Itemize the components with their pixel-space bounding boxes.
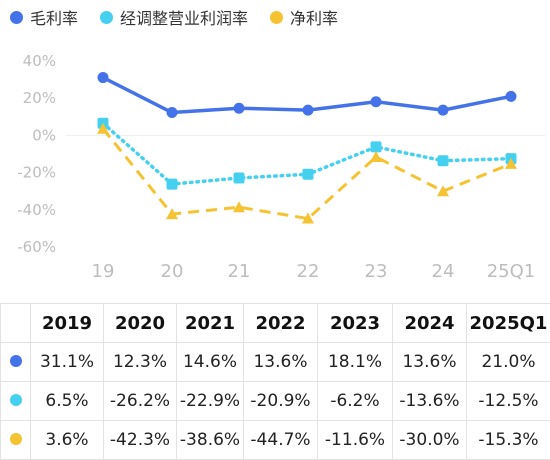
row-marker-cell bbox=[1, 382, 31, 421]
table-header-cell: 2021 bbox=[177, 304, 244, 343]
legend-dot-icon bbox=[270, 11, 283, 24]
legend-item[interactable]: 经调整营业利润率 bbox=[100, 5, 248, 29]
table-cell: 3.6% bbox=[31, 421, 104, 460]
legend-item[interactable]: 净利率 bbox=[270, 5, 338, 29]
line-chart: 40% 20% 0% -20% -40% -60% 19 20 21 22 23 24 25Q1 bbox=[0, 34, 550, 296]
table-cell: -30.0% bbox=[393, 421, 467, 460]
y-tick-label: -60% bbox=[17, 238, 56, 256]
table-cell: 12.3% bbox=[104, 343, 177, 382]
x-tick-label: 21 bbox=[228, 261, 251, 282]
table-cell: 14.6% bbox=[177, 343, 244, 382]
row-marker-cell bbox=[1, 343, 31, 382]
data-point bbox=[371, 96, 382, 107]
legend-label: 经调整营业利润率 bbox=[120, 5, 248, 29]
x-tick-label: 19 bbox=[92, 261, 115, 282]
y-tick-label: -20% bbox=[17, 164, 56, 182]
table-cell: -11.6% bbox=[318, 421, 393, 460]
table-cell: -20.9% bbox=[244, 382, 318, 421]
data-point bbox=[303, 169, 314, 180]
row-marker-cell bbox=[1, 421, 31, 460]
table-cell: -13.6% bbox=[393, 382, 467, 421]
table-cell: -22.9% bbox=[177, 382, 244, 421]
table-header-cell: 2024 bbox=[393, 304, 467, 343]
table-header-cell: 2023 bbox=[318, 304, 393, 343]
legend-dot-icon bbox=[10, 11, 23, 24]
y-tick-label: 0% bbox=[32, 126, 56, 144]
data-point bbox=[370, 151, 382, 162]
table-cell: -6.2% bbox=[318, 382, 393, 421]
table-cell: -44.7% bbox=[244, 421, 318, 460]
data-point bbox=[234, 103, 245, 114]
table-cell: -12.5% bbox=[467, 382, 550, 421]
legend-item[interactable]: 毛利率 bbox=[10, 5, 78, 29]
data-point bbox=[371, 141, 382, 152]
table-cell: -26.2% bbox=[104, 382, 177, 421]
x-tick-label: 22 bbox=[297, 261, 320, 282]
table-row: 6.5%-26.2%-22.9%-20.9%-6.2%-13.6%-12.5% bbox=[1, 382, 550, 421]
table-header-cell: 2019 bbox=[31, 304, 104, 343]
series-dot-icon bbox=[10, 394, 22, 406]
table-header-cell: 2022 bbox=[244, 304, 318, 343]
table-cell: -15.3% bbox=[467, 421, 550, 460]
y-tick-label: -40% bbox=[17, 201, 56, 219]
table-row: 31.1%12.3%14.6%13.6%18.1%13.6%21.0% bbox=[1, 343, 550, 382]
table-cell: 6.5% bbox=[31, 382, 104, 421]
series-dot-icon bbox=[10, 355, 22, 367]
table-cell: 31.1% bbox=[31, 343, 104, 382]
table-body: 31.1%12.3%14.6%13.6%18.1%13.6%21.0%6.5%-… bbox=[1, 343, 550, 460]
chart-legend: 毛利率 经调整营业利润率 净利率 bbox=[0, 0, 550, 34]
data-point bbox=[438, 155, 449, 166]
table-cell: 13.6% bbox=[393, 343, 467, 382]
x-tick-label: 25Q1 bbox=[487, 261, 536, 282]
table-row: 3.6%-42.3%-38.6%-44.7%-11.6%-30.0%-15.3% bbox=[1, 421, 550, 460]
table-cell: 18.1% bbox=[318, 343, 393, 382]
x-tick-label: 23 bbox=[365, 261, 388, 282]
data-point bbox=[167, 107, 178, 118]
table-cell: -38.6% bbox=[177, 421, 244, 460]
y-tick-label: 20% bbox=[23, 89, 56, 107]
table-cell: -42.3% bbox=[104, 421, 177, 460]
legend-label: 毛利率 bbox=[30, 5, 78, 29]
x-tick-label: 24 bbox=[432, 261, 455, 282]
series-dot-icon bbox=[10, 433, 22, 445]
data-point bbox=[98, 72, 109, 83]
table-header-cell: 2020 bbox=[104, 304, 177, 343]
data-point bbox=[438, 105, 449, 116]
data-point bbox=[506, 91, 517, 102]
y-tick-label: 40% bbox=[23, 52, 56, 70]
data-point bbox=[167, 179, 178, 190]
data-point bbox=[234, 172, 245, 183]
table-cell: 13.6% bbox=[244, 343, 318, 382]
legend-dot-icon bbox=[100, 11, 113, 24]
table-header-cell: 2025Q1 bbox=[467, 304, 550, 343]
x-tick-label: 20 bbox=[161, 261, 184, 282]
data-point bbox=[303, 105, 314, 116]
table-cell: 21.0% bbox=[467, 343, 550, 382]
table-corner-cell bbox=[1, 304, 31, 343]
legend-label: 净利率 bbox=[290, 5, 338, 29]
